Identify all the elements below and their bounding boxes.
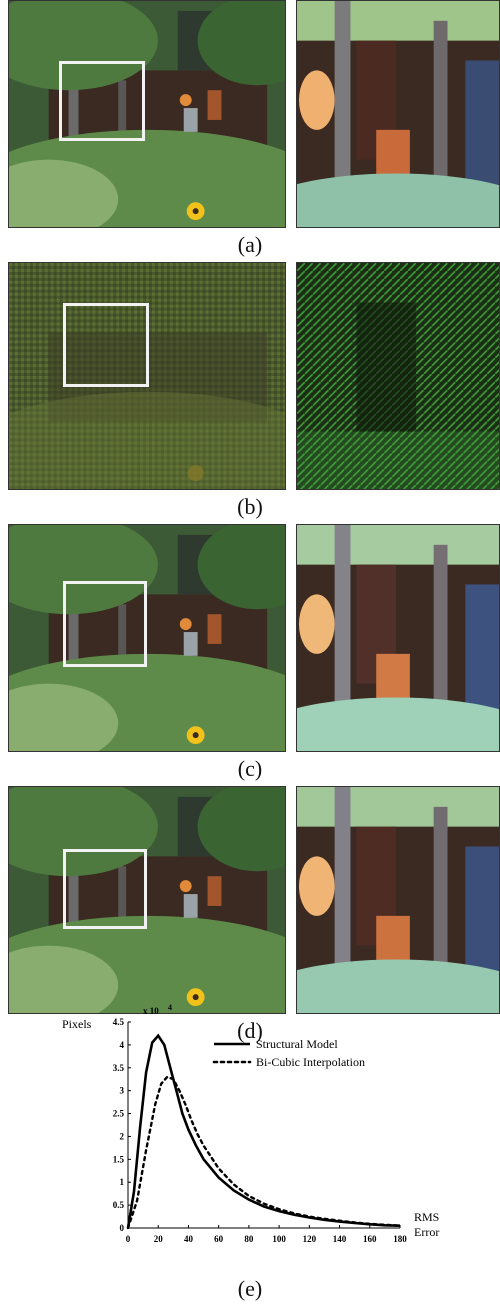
x-axis-label-line2: Error [414,1225,439,1239]
x-tick-label: 160 [363,1234,377,1244]
panel-b: (b) [0,262,500,522]
x-tick-label: 0 [126,1234,131,1244]
y-tick-label: 1 [120,1177,125,1187]
y-tick-label: 4 [120,1040,125,1050]
panel-c: (c) [0,524,500,784]
y-tick-label: 1.5 [113,1154,125,1164]
y-multiplier-label: x 10 [143,1006,159,1016]
caption-c: (c) [237,756,263,781]
y-tick-label: 4.5 [113,1017,125,1027]
legend-label-1: Bi-Cubic Interpolation [256,1055,365,1069]
series-line-0 [126,1033,401,1229]
zoom-selection-box [63,581,147,667]
series-line-1 [126,1075,402,1230]
zoom-image-a [296,0,500,228]
zoom-selection-box [59,61,145,141]
caption-d: (d) [237,1018,263,1043]
x-tick-label: 120 [303,1234,317,1244]
x-tick-label: 40 [184,1234,194,1244]
y-tick-label: 3.5 [113,1063,125,1073]
x-tick-label: 100 [272,1234,286,1244]
y-tick-label: 0 [120,1223,125,1233]
scene-image-a [8,0,286,228]
y-tick-label: 3 [120,1086,125,1096]
y-exponent-label: 4 [168,1003,172,1012]
x-tick-label: 20 [154,1234,164,1244]
x-tick-label: 180 [393,1234,407,1244]
zoom-image-d [296,786,500,1014]
mosaic-zoom-b [296,262,500,490]
x-tick-label: 60 [214,1234,224,1244]
caption-a: (a) [237,232,263,257]
rms-error-chart: 0 0.5 1 1.5 2 2.5 3 3.5 4 4.5 0 20 40 60 80 100 120 140 16… [0,1002,500,1274]
scene-image-d [8,786,286,1014]
panel-a: (a) [0,0,500,260]
y-axis-label: Pixels [62,1017,92,1031]
caption-b: (b) [237,494,263,519]
y-tick-label: 0.5 [113,1200,125,1210]
mosaic-image-b [8,262,286,490]
legend-label-0: Structural Model [256,1037,338,1051]
scene-image-c [8,524,286,752]
x-tick-label: 140 [333,1234,347,1244]
x-tick-label: 80 [244,1234,254,1244]
panel-d: (d) [0,786,500,1046]
y-tick-label: 2 [120,1131,125,1141]
zoom-image-c [296,524,500,752]
rms-error-chart-svg: 0 0.5 1 1.5 2 2.5 3 3.5 4 4.5 0 20 40 60 80 100 120 140 16… [62,1003,439,1244]
caption-e: (e) [237,1276,263,1301]
x-axis-label-line1: RMS [414,1210,439,1224]
y-tick-label: 2.5 [113,1109,125,1119]
zoom-selection-box [63,849,147,929]
zoom-selection-box [63,303,149,387]
